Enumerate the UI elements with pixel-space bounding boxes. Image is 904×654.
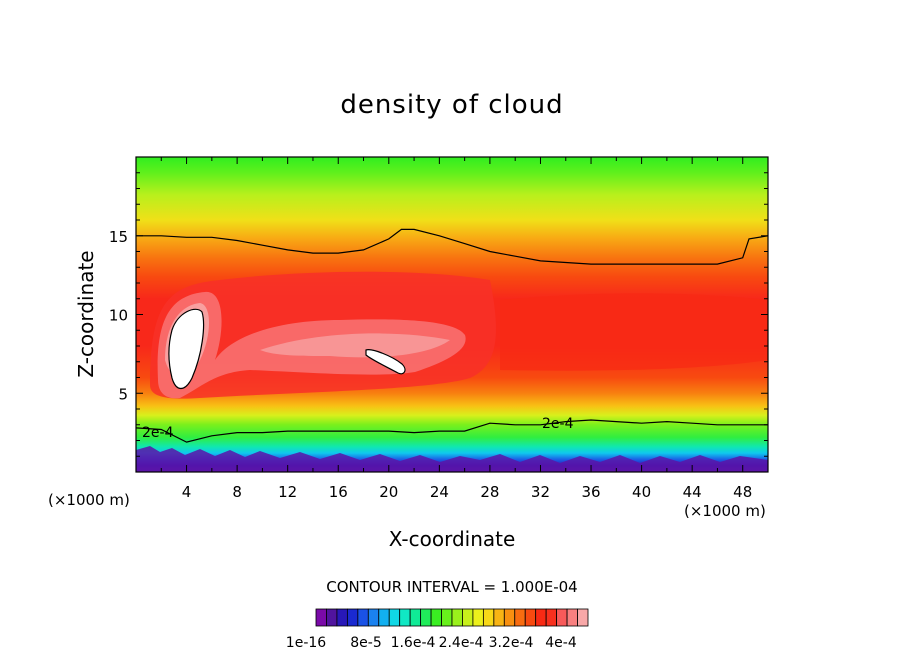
- colorbar-swatch: [535, 608, 547, 627]
- colorbar-swatch: [451, 608, 463, 627]
- contour-line-lower: [136, 419, 768, 443]
- x-tick-label: 48: [733, 483, 752, 501]
- core-region-pink-2: [260, 333, 450, 358]
- y-tick-label: 10: [109, 307, 128, 325]
- x-tick-label: 20: [379, 483, 398, 501]
- colorbar-swatch: [399, 608, 411, 627]
- colorbar-tick-label: 1.6e-4: [391, 635, 436, 651]
- chart-title: density of cloud: [340, 90, 563, 120]
- colorbar-swatch: [545, 608, 558, 627]
- x-unit-right: (×1000 m): [684, 502, 766, 520]
- contour-label-right: 2e-4: [542, 416, 574, 432]
- colorbar-swatch: [388, 608, 401, 627]
- colorbar-swatch: [472, 608, 484, 627]
- colorbar-tick-label: 8e-5: [350, 635, 381, 651]
- contour-interval-label: CONTOUR INTERVAL = 1.000E-04: [326, 578, 577, 596]
- x-unit-left: (×1000 m): [48, 491, 130, 509]
- x-tick-label: 16: [329, 483, 348, 501]
- colorbar-swatch: [556, 608, 568, 627]
- x-tick-label: 36: [581, 483, 600, 501]
- y-tick-label: 5: [118, 385, 128, 403]
- colorbar-swatch: [357, 608, 369, 627]
- colorbar-swatch: [577, 608, 589, 627]
- x-tick-label: 12: [278, 483, 297, 501]
- colorbar-swatch: [566, 608, 578, 627]
- x-tick-label: 24: [430, 483, 449, 501]
- colorbar-swatch: [482, 608, 495, 627]
- y-axis-ticks: 5 10 15: [109, 172, 768, 457]
- contour-label-left: 2e-4: [142, 425, 174, 441]
- right-red-patch: [500, 293, 768, 371]
- white-region-mid: [365, 349, 406, 375]
- x-tick-label: 32: [531, 483, 550, 501]
- colorbar-tick-label: 3.2e-4: [489, 635, 534, 651]
- heatmap-field: [136, 157, 768, 472]
- colorbar-swatch: [420, 608, 432, 627]
- colorbar-tick-labels: 1e-16 8e-5 1.6e-4 2.4e-4 3.2e-4 4e-4: [286, 635, 577, 651]
- lower-boundary-noise: [136, 446, 768, 472]
- colorbar-swatch: [326, 608, 338, 627]
- colorbar-swatch: [514, 608, 526, 627]
- colorbar-swatch: [430, 608, 442, 627]
- colorbar-swatch: [503, 608, 516, 627]
- colorbar-swatch: [336, 608, 348, 627]
- colorbar-tick-label: 1e-16: [286, 635, 326, 651]
- colorbar-tick-label: 4e-4: [545, 635, 577, 651]
- x-axis-label: X-coordinate: [389, 527, 516, 551]
- y-axis-label: Z-coordinate: [74, 250, 98, 377]
- colorbar-swatch: [378, 608, 390, 627]
- x-tick-label: 8: [232, 483, 242, 501]
- colorbar-swatch: [409, 608, 422, 627]
- x-tick-label: 28: [480, 483, 499, 501]
- colorbar-swatch: [493, 608, 505, 627]
- colorbar: [315, 608, 589, 627]
- colorbar-tick-label: 2.4e-4: [439, 635, 484, 651]
- x-tick-label: 44: [683, 483, 702, 501]
- colorbar-swatch: [462, 608, 474, 627]
- colorbar-swatch: [441, 608, 453, 627]
- x-tick-label: 4: [182, 483, 192, 501]
- colorbar-swatch: [346, 608, 359, 627]
- white-region-left: [168, 308, 205, 390]
- colorbar-swatch: [315, 608, 327, 627]
- y-tick-label: 15: [109, 228, 128, 246]
- colorbar-swatch: [367, 608, 380, 627]
- contour-line-upper: [136, 228, 768, 265]
- colorbar-swatch: [524, 608, 537, 627]
- x-axis-ticks: 4 8 12 16 20 24 28 32 36 40 44 48: [160, 157, 752, 501]
- x-tick-label: 40: [632, 483, 651, 501]
